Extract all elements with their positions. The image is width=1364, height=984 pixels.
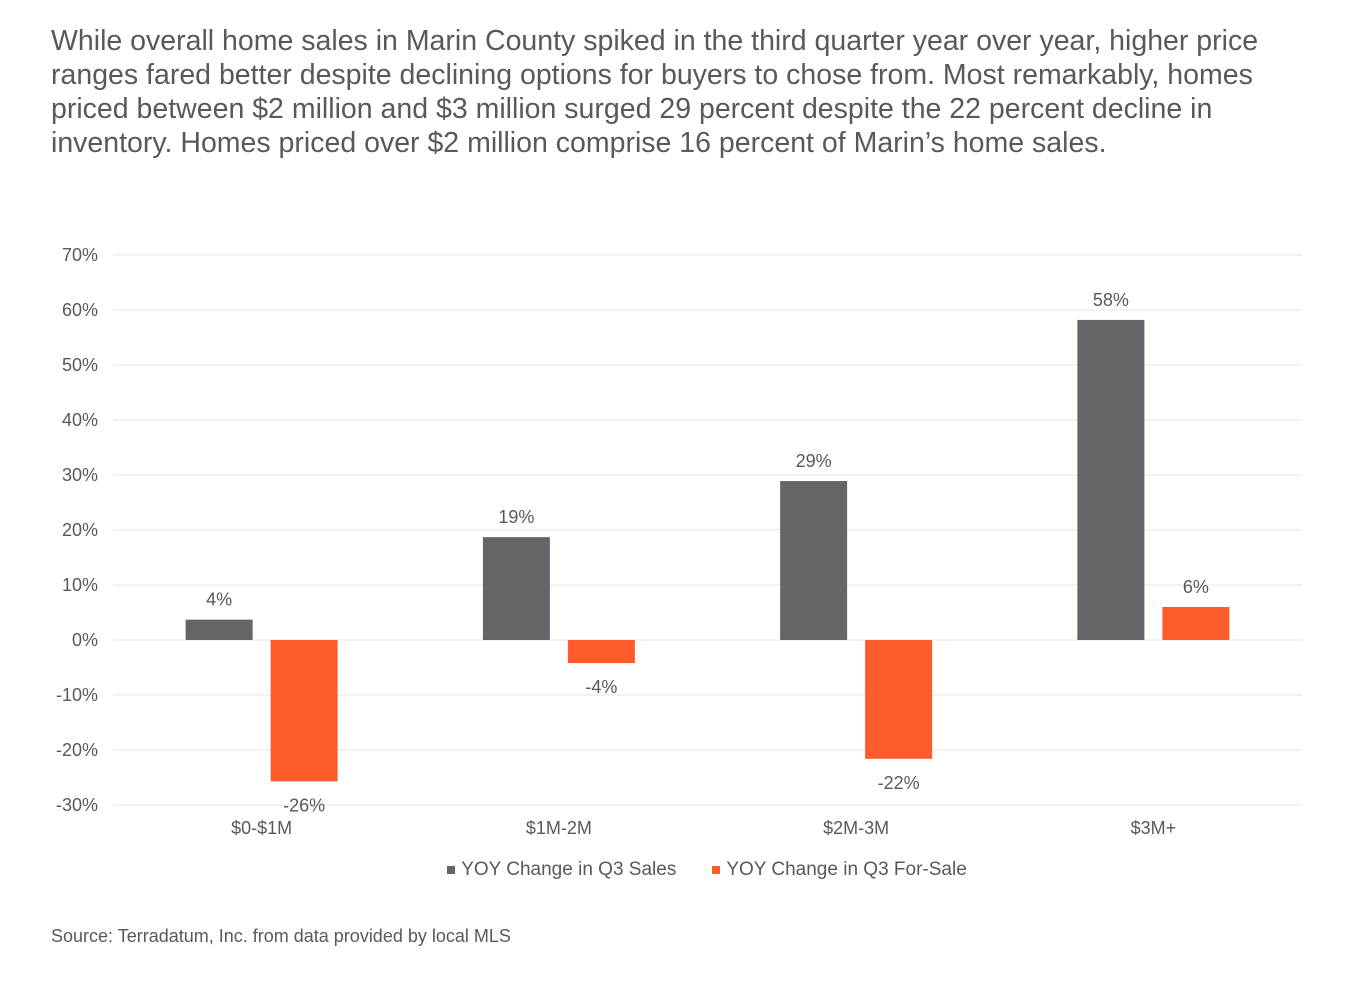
data-label: 29%	[796, 451, 832, 471]
data-label: -4%	[585, 677, 617, 697]
legend-item-forsale: YOY Change in Q3 For-Sale	[712, 859, 967, 881]
x-axis-category-labels: $0-$1M $1M-2M $2M-3M $3M+	[231, 818, 1176, 838]
legend-item-sales: YOY Change in Q3 Sales	[447, 859, 676, 881]
y-tick-label: 0%	[72, 630, 98, 650]
x-category-label: $3M+	[1131, 818, 1177, 838]
bar-sales	[780, 481, 848, 640]
gridlines	[113, 254, 1302, 806]
data-label: 4%	[206, 590, 232, 610]
legend-swatch-sales	[447, 866, 456, 874]
data-label: 58%	[1093, 290, 1129, 310]
y-tick-label: 10%	[62, 575, 98, 595]
x-category-label: $0-$1M	[231, 818, 292, 838]
bar-forsale	[1162, 607, 1230, 640]
bar-sales	[1077, 319, 1145, 640]
y-tick-label: 70%	[62, 245, 98, 265]
y-tick-label: 20%	[62, 520, 98, 540]
data-labels: 4% -26% 19% -4% 29% -22% 58% 6%	[206, 290, 1209, 815]
bar-sales	[185, 619, 253, 640]
legend-label-sales: YOY Change in Q3 Sales	[461, 859, 677, 880]
data-label: 19%	[498, 507, 534, 527]
data-label: 6%	[1183, 577, 1209, 597]
bar-forsale	[270, 640, 338, 782]
y-tick-label: -30%	[56, 795, 98, 815]
x-category-label: $2M-3M	[823, 818, 889, 838]
y-tick-label: 30%	[62, 465, 98, 485]
legend-swatch-forsale	[712, 866, 721, 874]
bar-forsale	[865, 640, 933, 759]
chart-legend: YOY Change in Q3 Sales YOY Change in Q3 …	[0, 859, 1364, 881]
x-category-label: $1M-2M	[526, 818, 592, 838]
legend-label-forsale: YOY Change in Q3 For-Sale	[726, 859, 967, 880]
y-tick-label: -10%	[56, 685, 98, 705]
intro-paragraph: While overall home sales in Marin County…	[51, 25, 1259, 159]
y-tick-label: 60%	[62, 300, 98, 320]
data-label: -26%	[283, 795, 325, 815]
bar-sales	[482, 537, 550, 640]
y-tick-label: -20%	[56, 740, 98, 760]
y-axis-tick-labels: 70% 60% 50% 40% 30% 20% 10% 0% -10% -20% -30%	[56, 245, 98, 815]
bars	[185, 319, 1230, 782]
y-tick-label: 50%	[62, 355, 98, 375]
bar-forsale	[567, 640, 635, 664]
y-tick-label: 40%	[62, 410, 98, 430]
source-note: Source: Terradatum, Inc. from data provi…	[51, 926, 511, 946]
data-label: -22%	[878, 773, 920, 793]
